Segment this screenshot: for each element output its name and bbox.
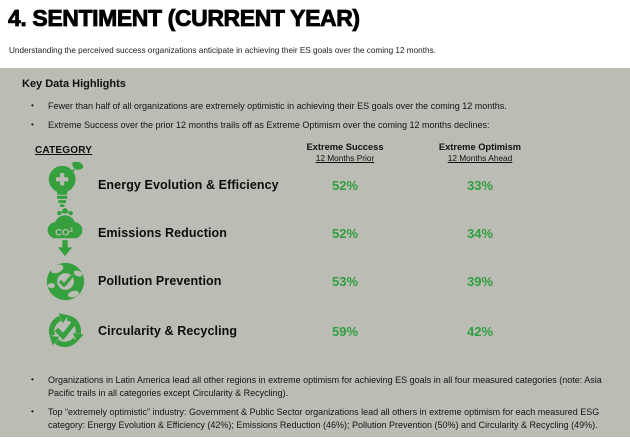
- table-row: Energy Evolution & Efficiency 52% 33%: [0, 160, 630, 210]
- bullet-marker-icon: •: [31, 375, 34, 384]
- success-value: 52%: [331, 177, 359, 193]
- bullet-marker-icon: •: [31, 407, 34, 416]
- category-label: Circularity & Recycling: [98, 324, 238, 338]
- optimism-column-header: Extreme Optimism 12 Months Ahead: [425, 142, 535, 163]
- category-label: Pollution Prevention: [98, 274, 222, 288]
- optimism-value: 39%: [466, 273, 494, 289]
- bullet-marker-icon: •: [31, 120, 34, 129]
- column-title: Extreme Success: [306, 142, 384, 152]
- bullet-marker-icon: •: [31, 101, 34, 110]
- column-subtitle: 12 Months Ahead: [447, 153, 513, 163]
- success-value: 52%: [331, 225, 359, 241]
- success-value: 53%: [331, 273, 359, 289]
- key-data-panel: Key Data Highlights • Fewer than half of…: [0, 68, 630, 437]
- footnote-bullet: • Organizations in Latin America lead al…: [0, 374, 616, 400]
- globe-check-icon: [38, 256, 92, 306]
- success-value: 59%: [331, 323, 359, 339]
- panel-heading: Key Data Highlights: [22, 78, 126, 90]
- optimism-value: 34%: [466, 225, 494, 241]
- table-row: Pollution Prevention 53% 39%: [0, 256, 630, 306]
- success-column-header: Extreme Success 12 Months Prior: [290, 142, 400, 163]
- footnote-text: Organizations in Latin America lead all …: [48, 375, 602, 399]
- category-column-header: CATEGORY: [35, 145, 93, 156]
- energy-lightbulb-icon: [38, 160, 92, 210]
- page-title: 4. SENTIMENT (CURRENT YEAR): [8, 5, 361, 32]
- table-row: CO2 Emissions Reduction 52% 34%: [0, 208, 630, 258]
- recycle-check-icon: [38, 306, 92, 356]
- optimism-value: 42%: [466, 323, 494, 339]
- co2-cloud-icon: CO2: [38, 208, 92, 258]
- optimism-value: 33%: [466, 177, 494, 193]
- category-label: Energy Evolution & Efficiency: [98, 178, 279, 192]
- highlight-bullet: • Fewer than half of all organizations a…: [0, 100, 616, 113]
- column-subtitle: 12 Months Prior: [315, 153, 375, 163]
- category-label: Emissions Reduction: [98, 226, 228, 240]
- footnote-text: Top “extremely optimistic” industry: Gov…: [48, 407, 600, 431]
- bullet-text: Fewer than half of all organizations are…: [48, 101, 507, 111]
- svg-text:CO2: CO2: [55, 227, 73, 238]
- bullet-text: Extreme Success over the prior 12 months…: [48, 120, 490, 130]
- highlight-bullet: • Extreme Success over the prior 12 mont…: [0, 119, 616, 132]
- page-subtitle: Understanding the perceived success orga…: [9, 46, 436, 55]
- footnote-bullet: • Top “extremely optimistic” industry: G…: [0, 406, 616, 432]
- column-title: Extreme Optimism: [438, 142, 522, 152]
- table-row: Circularity & Recycling 59% 42%: [0, 306, 630, 356]
